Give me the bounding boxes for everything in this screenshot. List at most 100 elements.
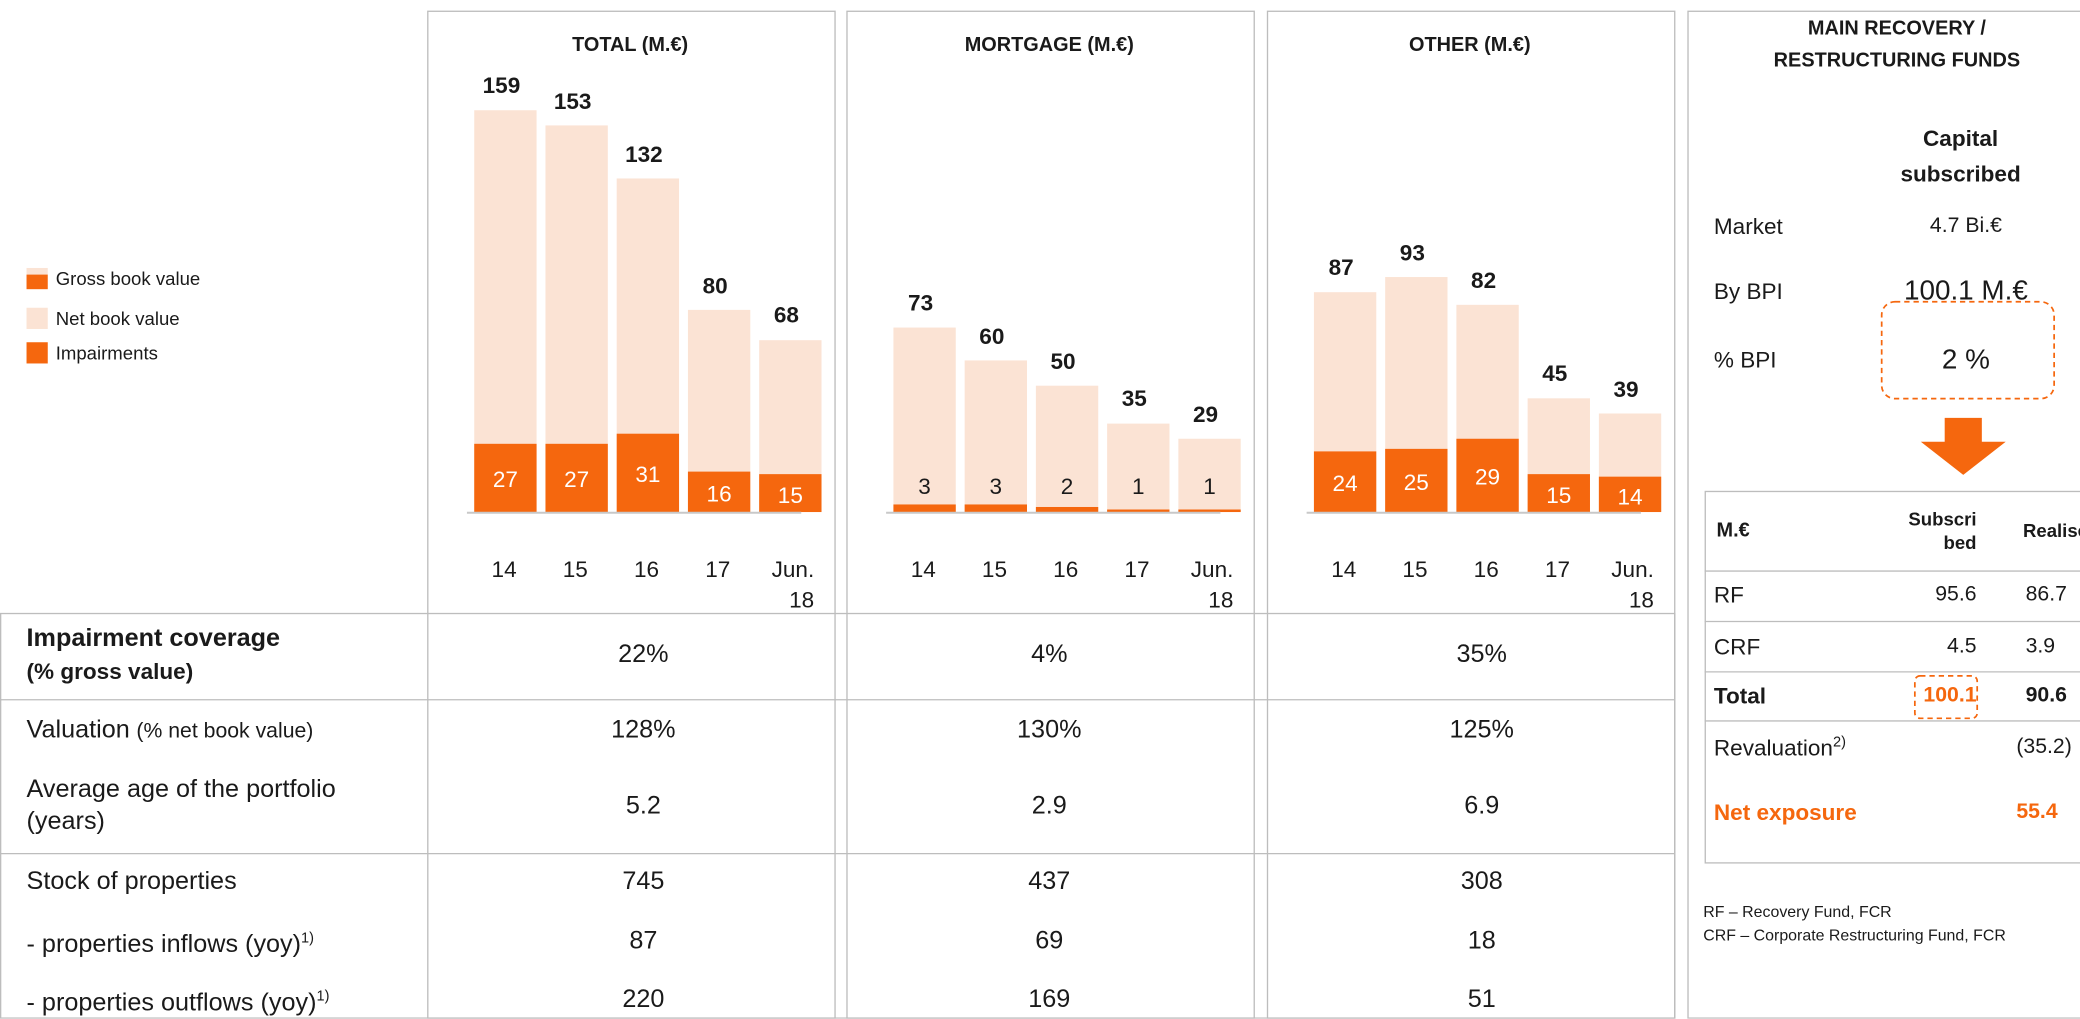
- bar-segment: [1313, 451, 1377, 513]
- cell: 55.4: [2016, 800, 2058, 824]
- footnote: RF – Recovery Fund, FCR: [1703, 902, 1892, 921]
- row-label: Valuation (% net book value): [27, 716, 314, 745]
- bar-segment: [616, 433, 680, 513]
- chart-title: MORTGAGE (M.€): [964, 33, 1134, 57]
- legend-swatch: [26, 307, 48, 329]
- x-tick-label: Jun. 18: [1190, 557, 1234, 613]
- value-label: 132: [625, 141, 663, 167]
- row-label-main: Impairment coverage: [26, 624, 281, 653]
- cell: 35%: [1456, 640, 1507, 669]
- value-label: 14: [1617, 484, 1643, 510]
- x-tick-label: 15: [562, 557, 588, 583]
- legend-swatch: [26, 274, 48, 290]
- table-frame: [0, 612, 1676, 1019]
- footnote-ref: 1): [316, 988, 330, 1005]
- x-tick-label: 14: [491, 557, 517, 583]
- cell: 86.7: [2025, 583, 2067, 606]
- cell: 220: [622, 985, 665, 1014]
- bar-segment: [759, 474, 822, 513]
- footnote-ref: 2): [1832, 734, 1846, 751]
- bar-segment: [1598, 476, 1662, 513]
- footnote: CRF – Corporate Restructuring Fund, FCR: [1703, 926, 2006, 945]
- bar-segment: [1456, 438, 1519, 513]
- cell: 745: [622, 867, 665, 896]
- x-tick-label: Jun. 18: [771, 557, 815, 613]
- cell: 130%: [1017, 716, 1082, 745]
- bar-segment: [893, 504, 956, 513]
- cell: 308: [1460, 867, 1503, 896]
- cell: 69: [1035, 927, 1064, 956]
- value-label: 80: [702, 273, 728, 299]
- value-label: 39: [1613, 376, 1639, 402]
- value-label: 87: [1328, 255, 1354, 281]
- bar-segment: [1178, 509, 1241, 513]
- cell: 437: [1028, 867, 1071, 896]
- cell: 87: [629, 927, 658, 956]
- row-label: Market: [1713, 213, 1783, 240]
- chart-title: TOTAL (M.€): [572, 33, 689, 57]
- cell: 5.2: [625, 792, 661, 820]
- cell: 128%: [611, 716, 676, 745]
- value-label: 1: [1132, 473, 1145, 500]
- bar: [1107, 423, 1170, 513]
- cell: (35.2): [2016, 735, 2072, 759]
- cell: 125%: [1449, 716, 1514, 745]
- row-label: % BPI: [1713, 347, 1777, 374]
- bar-segment: [545, 443, 608, 513]
- x-tick-label: 16: [633, 557, 660, 583]
- legend-label: Impairments: [55, 342, 158, 364]
- cell: 95.6: [1935, 583, 1977, 606]
- funds-frame: [1687, 10, 2080, 1019]
- value-label: 82: [1471, 267, 1497, 294]
- row-label: Total: [1713, 683, 1767, 709]
- cell: 6.9: [1464, 792, 1500, 820]
- panel-title: MAIN RECOVERY / RESTRUCTURING FUNDS: [1773, 17, 2021, 72]
- x-tick-label: 17: [1124, 557, 1150, 583]
- legend-swatch: [26, 342, 48, 364]
- arrow: [1920, 417, 2006, 475]
- x-tick-label: 17: [1544, 557, 1571, 583]
- cell: 4%: [1031, 640, 1068, 669]
- bar: [893, 327, 956, 513]
- bar-segment: [964, 504, 1027, 513]
- value-label: 50: [1050, 348, 1076, 375]
- value-label: 68: [773, 303, 799, 329]
- value-label: 159: [482, 73, 521, 99]
- value-label: 29: [1475, 465, 1501, 491]
- value-label: 15: [777, 482, 803, 508]
- bar-segment: [1107, 509, 1170, 513]
- cell: 169: [1028, 985, 1071, 1014]
- cell: 90.6: [2025, 684, 2067, 707]
- bar-segment: [1035, 506, 1099, 513]
- chart-title: OTHER (M.€): [1408, 33, 1531, 57]
- value-label: 93: [1399, 240, 1425, 266]
- row-label: Stock of properties: [26, 867, 237, 896]
- legend-swatch-top: [26, 267, 48, 275]
- x-tick-label: 16: [1473, 557, 1499, 583]
- value-label: 2: [1060, 473, 1074, 500]
- value-label: 153: [553, 88, 592, 114]
- value-label: 15: [1546, 482, 1572, 508]
- column-header: M.€: [1716, 519, 1750, 542]
- cell: 4.7 Bi.€: [1929, 214, 2002, 238]
- row-label: Net exposure: [1713, 800, 1857, 826]
- x-tick-label: 15: [981, 557, 1008, 583]
- row-label: - properties inflows (yoy)1): [26, 930, 315, 959]
- value-label: 27: [492, 467, 518, 493]
- highlight-box: [1913, 675, 1979, 720]
- value-label: 24: [1332, 471, 1358, 497]
- row-label: Impairment coverage (% gross value): [27, 622, 281, 688]
- value-label: 3: [989, 473, 1003, 500]
- value-label: 3: [918, 473, 931, 500]
- row-label: - properties outflows (yoy)1): [26, 988, 330, 1018]
- cell: 2 %: [1941, 344, 1990, 376]
- row-label: RF: [1713, 582, 1744, 608]
- cell: 51: [1467, 985, 1496, 1014]
- bar: [1035, 385, 1099, 513]
- value-label: 35: [1121, 386, 1147, 412]
- column-header: Capital subscribed: [1900, 126, 2021, 188]
- row-label-main: Valuation: [26, 716, 130, 745]
- value-label: 45: [1542, 361, 1568, 387]
- cell: 100.1 M.€: [1903, 275, 2028, 307]
